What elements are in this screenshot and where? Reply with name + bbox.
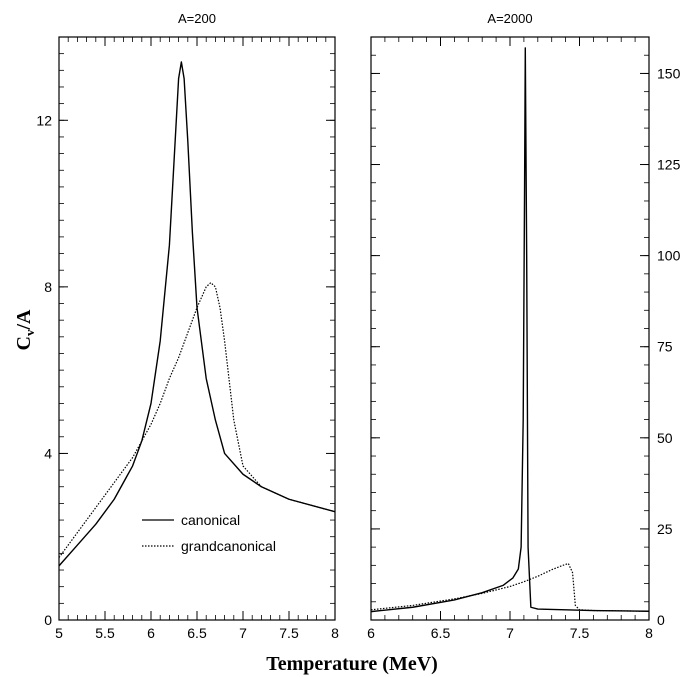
- legend-label-canonical: canonical: [181, 512, 240, 528]
- x-tick-label-a200: 6.5: [187, 625, 207, 641]
- x-tick-label-a2000: 8: [645, 625, 653, 641]
- x-tick-label-a200: 5.5: [95, 625, 115, 641]
- panel-a2000-frame: [370, 36, 650, 621]
- x-tick-label-a200: 8: [331, 625, 339, 641]
- y-tick-label-a2000: 125: [657, 157, 681, 173]
- y-tick-label-a200: 12: [36, 112, 52, 128]
- y-tick-label-a200: 0: [44, 612, 52, 628]
- y-tick-label-a2000: 50: [657, 430, 673, 446]
- panel-title-a2000: A=2000: [487, 11, 532, 26]
- panel-a2000-series: [371, 47, 649, 613]
- y-axis-title-main: C: [13, 336, 35, 350]
- y-tick-label-a2000: 100: [657, 248, 681, 264]
- panel-a200: A=200 5 5.5 6 6.5 7 7.5 8 0 4 8 12 canonical grand…: [36, 11, 339, 641]
- series-canonical-a2000: [371, 47, 649, 613]
- panel-a200-series: [59, 61, 335, 567]
- y-tick-label-a200: 4: [44, 445, 52, 461]
- panel-a200-ticks: 5 5.5 6 6.5 7 7.5 8 0 4 8 12: [36, 36, 339, 641]
- y-tick-label-a2000: 25: [657, 521, 673, 537]
- y-tick-label-a200: 8: [44, 279, 52, 295]
- x-tick-label-a2000: 7.5: [570, 625, 590, 641]
- series-grandcanonical-a2000: [371, 562, 649, 612]
- y-axis-title-sub: v: [22, 329, 37, 336]
- x-tick-label-a2000: 6: [367, 625, 375, 641]
- legend-label-grandcanonical: grandcanonical: [181, 538, 276, 554]
- y-tick-label-a2000: 75: [657, 339, 673, 355]
- x-tick-label-a200: 7.5: [279, 625, 299, 641]
- x-tick-label-a2000: 7: [506, 625, 514, 641]
- series-grandcanonical-a200: [59, 282, 335, 558]
- y-tick-label-a2000: 0: [657, 612, 665, 628]
- series-canonical-a200: [59, 61, 335, 567]
- panel-title-a200: A=200: [178, 11, 216, 26]
- panel-a2000: A=2000 6 6.5 7 7.5 80 25 50 75 100 125 150: [367, 11, 680, 641]
- y-axis-title-tail: /A: [13, 309, 35, 331]
- y-tick-label-a2000: 150: [657, 65, 681, 81]
- y-axis-title: Cv/A: [13, 309, 37, 351]
- panel-a200-frame: [58, 36, 336, 621]
- x-tick-label-a200: 6: [147, 625, 155, 641]
- x-tick-label-a2000: 6.5: [431, 625, 451, 641]
- x-tick-label-a200: 5: [55, 625, 63, 641]
- x-axis-title: Temperature (MeV): [266, 653, 438, 675]
- panel-a2000-ticks: 6 6.5 7 7.5 80 25 50 75 100 125 150: [367, 36, 681, 641]
- y-axis-title-text: Cv/A: [13, 309, 37, 351]
- x-tick-label-a200: 7: [239, 625, 247, 641]
- legend: canonical grandcanonical: [142, 512, 276, 554]
